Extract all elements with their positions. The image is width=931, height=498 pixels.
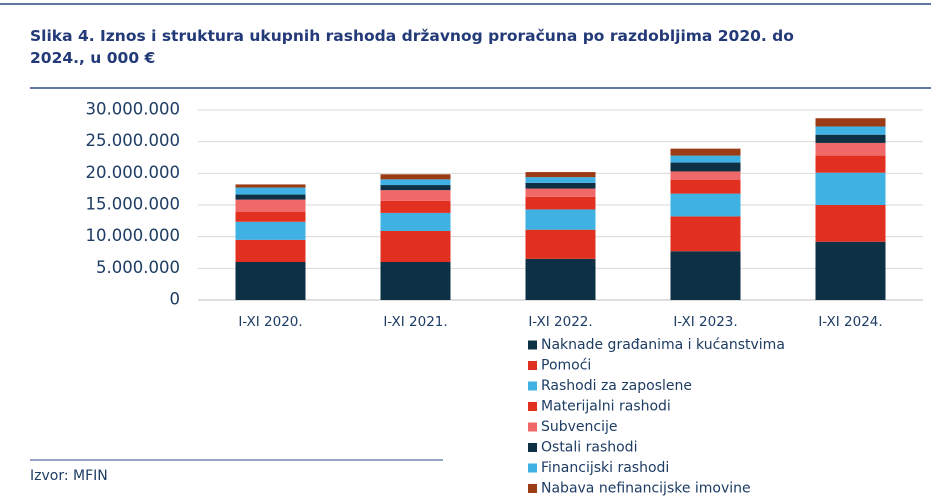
legend-label: Financijski rashodi [541, 460, 669, 476]
bar-segment [815, 142, 886, 156]
x-tick-label: I-XI 2023. [673, 314, 737, 330]
y-tick-label: 5.000.000 [96, 258, 180, 277]
bar-segment [235, 239, 306, 262]
y-tick-label: 30.000.000 [86, 100, 180, 119]
y-tick-label: 10.000.000 [86, 226, 180, 245]
bar-segment [235, 221, 306, 240]
x-tick-label: I-XI 2022. [528, 314, 592, 330]
bar-segment [525, 182, 596, 189]
bar-segment [670, 251, 741, 300]
x-tick-label: I-XI 2020. [238, 314, 302, 330]
bar-segment [815, 118, 886, 127]
bar-segment [525, 258, 596, 300]
bar-segment [380, 200, 451, 213]
bar-segment [380, 185, 451, 191]
bar-segment [235, 199, 306, 212]
bar-segment [815, 134, 886, 143]
legend-swatch [528, 443, 537, 452]
legend-swatch [528, 463, 537, 473]
bar-segment [670, 171, 741, 180]
bar-segment [815, 155, 886, 173]
bar-segment [380, 179, 451, 186]
bar-segment [670, 148, 741, 156]
bar-segment [815, 241, 886, 300]
bar-segment [235, 211, 306, 222]
bar-segment [815, 205, 886, 242]
legend-label: Rashodi za zaposlene [541, 378, 692, 394]
x-tick-label: I-XI 2021. [383, 314, 447, 330]
y-tick-label: 25.000.000 [86, 131, 180, 150]
bar-segment [380, 262, 451, 300]
legend-label: Ostali rashodi [541, 440, 637, 456]
bar-segment [235, 184, 306, 188]
bar-segment [525, 172, 596, 178]
bar-segment [380, 174, 451, 180]
bar-segment [380, 212, 451, 231]
bar-segment [670, 155, 741, 163]
legend-swatch [528, 381, 537, 391]
bar-segment [815, 172, 886, 205]
legend-swatch [528, 422, 537, 432]
legend-label: Pomoći [541, 358, 591, 374]
legend-swatch [528, 340, 537, 350]
legend-label: Nabava nefinancijske imovine [541, 481, 751, 497]
bar-segment [525, 209, 596, 230]
bar-segment [670, 216, 741, 252]
chart-title: Slika 4. Iznos i struktura ukupnih rasho… [30, 27, 794, 67]
bar-segment [525, 196, 596, 210]
bar-segment [815, 126, 886, 135]
bar-segment [235, 194, 306, 200]
bar-segment [380, 230, 451, 262]
bar-segment [525, 229, 596, 259]
bar-segment [525, 188, 596, 197]
bar-segment [670, 193, 741, 217]
legend-label: Subvencije [541, 419, 618, 435]
legend-swatch [528, 402, 537, 411]
bar-segment [670, 162, 741, 172]
legend-label: Materijalni rashodi [541, 399, 671, 415]
bar-segment [670, 179, 741, 194]
legend-label: Naknade građanima i kućanstvima [541, 337, 785, 353]
source: Izvor: MFIN [30, 468, 108, 484]
y-tick-label: 0 [170, 290, 181, 309]
legend-swatch [528, 361, 537, 370]
bar-segment [235, 187, 306, 195]
bar-segment [235, 262, 306, 300]
bar-segment [380, 190, 451, 201]
legend-swatch [528, 484, 537, 493]
y-tick-label: 20.000.000 [86, 163, 180, 182]
y-tick-label: 15.000.000 [86, 195, 180, 214]
bar-segment [525, 177, 596, 183]
x-tick-label: I-XI 2024. [818, 314, 882, 330]
